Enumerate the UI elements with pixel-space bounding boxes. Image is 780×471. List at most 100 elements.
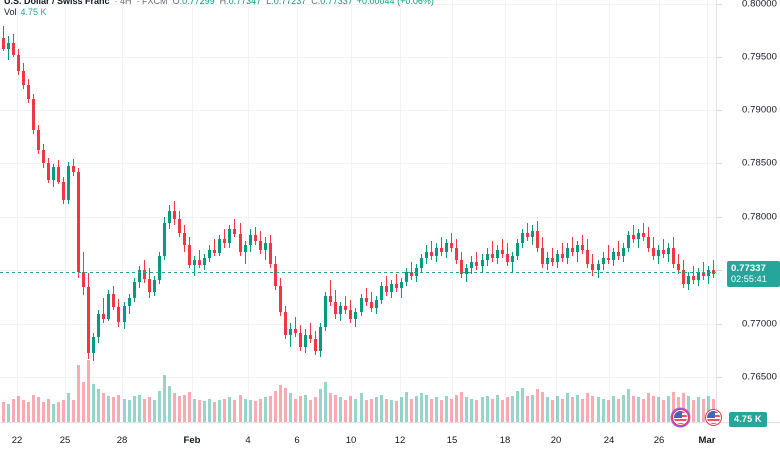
volume-bar[interactable]: [294, 398, 297, 422]
candle-body[interactable]: [354, 312, 357, 319]
candle-body[interactable]: [349, 310, 352, 319]
candle-body[interactable]: [702, 271, 705, 276]
volume-bar[interactable]: [576, 394, 579, 422]
candle-body[interactable]: [682, 269, 685, 285]
candle-body[interactable]: [642, 233, 645, 238]
volume-bar[interactable]: [360, 393, 363, 422]
volume-bar[interactable]: [309, 399, 312, 422]
candle-body[interactable]: [339, 306, 342, 315]
candle-body[interactable]: [385, 286, 388, 293]
candle-body[interactable]: [677, 263, 680, 270]
candle-body[interactable]: [344, 306, 347, 311]
us-flag-event-icon[interactable]: [705, 409, 722, 426]
volume-bar[interactable]: [541, 391, 544, 422]
volume-bar[interactable]: [2, 402, 5, 422]
volume-bar[interactable]: [697, 397, 700, 422]
volume-bar[interactable]: [193, 398, 196, 422]
volume-bar[interactable]: [173, 393, 176, 422]
candle-body[interactable]: [365, 298, 368, 303]
volume-bar[interactable]: [637, 397, 640, 422]
volume-bar[interactable]: [319, 389, 322, 422]
candle-body[interactable]: [92, 336, 95, 353]
volume-bar[interactable]: [233, 400, 236, 422]
candle-body[interactable]: [556, 253, 559, 262]
volume-bar[interactable]: [607, 399, 610, 422]
volume-badge[interactable]: 4.75 K: [729, 412, 767, 427]
volume-bar[interactable]: [304, 394, 307, 422]
volume-bar[interactable]: [486, 395, 489, 422]
candle-body[interactable]: [228, 229, 231, 244]
candle-body[interactable]: [138, 269, 141, 282]
candle-body[interactable]: [102, 314, 105, 319]
candle-body[interactable]: [223, 239, 226, 244]
volume-bar[interactable]: [269, 395, 272, 422]
candle-body[interactable]: [193, 259, 196, 265]
volume-bar[interactable]: [153, 400, 156, 422]
candle-body[interactable]: [370, 302, 373, 309]
candle-body[interactable]: [657, 249, 660, 256]
candle-body[interactable]: [697, 271, 700, 280]
volume-bar[interactable]: [239, 394, 242, 422]
volume-bar[interactable]: [284, 388, 287, 422]
volume-bar[interactable]: [264, 397, 267, 422]
candle-body[interactable]: [314, 338, 317, 351]
candle-body[interactable]: [52, 167, 55, 180]
candle-body[interactable]: [123, 306, 126, 322]
volume-bar[interactable]: [279, 385, 282, 422]
candle-body[interactable]: [87, 287, 90, 354]
candle-body[interactable]: [324, 296, 327, 327]
candle-body[interactable]: [67, 166, 70, 200]
candle-body[interactable]: [496, 249, 499, 258]
volume-bar[interactable]: [370, 399, 373, 422]
candle-body[interactable]: [617, 251, 620, 256]
volume-bar[interactable]: [612, 395, 615, 422]
candle-body[interactable]: [455, 247, 458, 260]
candle-body[interactable]: [425, 251, 428, 258]
volume-bar[interactable]: [647, 393, 650, 422]
candle-body[interactable]: [233, 229, 236, 235]
candle-body[interactable]: [153, 279, 156, 293]
candle-body[interactable]: [173, 211, 176, 220]
candle-body[interactable]: [440, 247, 443, 252]
volume-bar[interactable]: [506, 397, 509, 422]
candle-body[interactable]: [481, 259, 484, 266]
volume-bar[interactable]: [163, 375, 166, 422]
volume-bar[interactable]: [430, 398, 433, 422]
volume-bar[interactable]: [556, 395, 559, 422]
volume-bar[interactable]: [62, 399, 65, 422]
volume-bar[interactable]: [470, 398, 473, 422]
candle-body[interactable]: [47, 163, 50, 180]
candle-body[interactable]: [274, 263, 277, 287]
candle-body[interactable]: [637, 233, 640, 240]
volume-bar[interactable]: [672, 391, 675, 422]
candle-body[interactable]: [97, 314, 100, 337]
volume-bar[interactable]: [97, 389, 100, 422]
volume-bar[interactable]: [481, 397, 484, 422]
volume-bar[interactable]: [188, 391, 191, 422]
volume-bar[interactable]: [117, 394, 120, 422]
volume-bar[interactable]: [27, 402, 30, 422]
volume-bar[interactable]: [380, 394, 383, 422]
candle-body[interactable]: [622, 247, 625, 256]
volume-bar[interactable]: [365, 400, 368, 422]
volume-bar[interactable]: [138, 394, 141, 422]
candle-body[interactable]: [213, 249, 216, 253]
volume-bar[interactable]: [314, 397, 317, 422]
candle-body[interactable]: [652, 247, 655, 256]
volume-bar[interactable]: [662, 399, 665, 422]
volume-bar[interactable]: [183, 394, 186, 422]
candle-body[interactable]: [561, 253, 564, 258]
volume-bar[interactable]: [511, 395, 514, 422]
volume-bar[interactable]: [228, 397, 231, 422]
volume-bar[interactable]: [536, 389, 539, 422]
volume-bar[interactable]: [334, 394, 337, 422]
volume-bar[interactable]: [344, 399, 347, 422]
candle-body[interactable]: [506, 253, 509, 262]
volume-bar[interactable]: [178, 395, 181, 422]
candle-body[interactable]: [279, 286, 282, 313]
candle-body[interactable]: [405, 271, 408, 282]
volume-bar[interactable]: [349, 395, 352, 422]
candle-body[interactable]: [329, 296, 332, 303]
volume-bar[interactable]: [682, 393, 685, 422]
volume-bar[interactable]: [450, 398, 453, 422]
